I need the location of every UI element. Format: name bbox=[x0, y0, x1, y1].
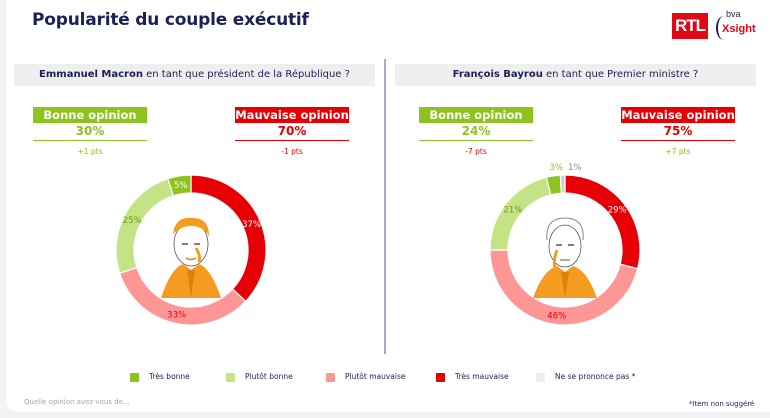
legend-label: Plutôt mauvaise bbox=[345, 372, 406, 381]
donut-label: 21% bbox=[503, 206, 522, 216]
legend-swatch bbox=[130, 372, 139, 382]
legend-item-ne-se-prononce-pas: Ne se prononce pas * bbox=[536, 372, 635, 382]
macron-portrait-icon bbox=[161, 217, 221, 298]
question-text: en tant que président de la République ? bbox=[142, 69, 350, 80]
donut-label: 46% bbox=[547, 311, 566, 321]
legend-item-plutot-bonne: Plutôt bonne bbox=[226, 372, 293, 382]
question-text: en tant que Premier ministre ? bbox=[542, 69, 699, 80]
person-name: Emmanuel Macron bbox=[39, 69, 143, 80]
bonne-opinion-label: Bonne opinion bbox=[33, 107, 147, 123]
page-title: Popularité du couple exécutif bbox=[32, 10, 309, 30]
donut-label: 37% bbox=[242, 220, 261, 230]
underline bbox=[33, 140, 147, 141]
mauvaise-opinion-bayrou: Mauvaise opinion 75% +7 pts bbox=[621, 107, 735, 156]
mauvaise-opinion-macron: Mauvaise opinion 70% -1 pts bbox=[235, 107, 349, 156]
legend-label: Ne se prononce pas * bbox=[555, 372, 636, 381]
donut-segment-tres-bonne bbox=[167, 174, 192, 197]
donut-label: 1% bbox=[568, 163, 582, 173]
legend-item-plutot-mauvaise: Plutôt mauvaise bbox=[326, 372, 406, 382]
bva-logo-text: bva bbox=[726, 9, 741, 19]
legend-label: Très bonne bbox=[149, 372, 190, 381]
bva-xsight-logo: bva Xsight bbox=[716, 8, 768, 42]
donut-label: 5% bbox=[174, 181, 188, 191]
legend-swatch bbox=[226, 372, 235, 382]
bonne-opinion-bayrou: Bonne opinion 24% -7 pts bbox=[419, 107, 533, 156]
bva-arc-icon bbox=[716, 16, 732, 40]
underline bbox=[621, 140, 735, 141]
mauvaise-opinion-label: Mauvaise opinion bbox=[235, 107, 349, 123]
mauvaise-opinion-delta: -1 pts bbox=[281, 147, 303, 156]
rtl-logo: RTL bbox=[672, 13, 708, 39]
xsight-logo-text: Xsight bbox=[722, 23, 756, 35]
panel-divider bbox=[384, 59, 386, 354]
legend-item-tres-bonne: Très bonne bbox=[130, 372, 190, 382]
question-footnote: Quelle opinion avez-vous de... bbox=[24, 398, 130, 406]
mauvaise-opinion-value: 70% bbox=[277, 124, 307, 138]
bayrou-portrait-icon bbox=[533, 217, 597, 298]
legend-swatch bbox=[326, 372, 335, 382]
bonne-opinion-macron: Bonne opinion 30% +1 pts bbox=[33, 107, 147, 156]
bonne-opinion-delta: -7 pts bbox=[465, 147, 487, 156]
legend-swatch bbox=[436, 372, 445, 382]
question-macron: Emmanuel Macron en tant que président de… bbox=[14, 64, 375, 86]
underline bbox=[419, 140, 533, 141]
donut-label: 29% bbox=[608, 206, 627, 216]
mauvaise-opinion-delta: +7 pts bbox=[665, 147, 691, 156]
donut-label: 3% bbox=[550, 163, 564, 173]
bonne-opinion-value: 30% bbox=[75, 124, 105, 138]
legend-label: Plutôt bonne bbox=[245, 372, 293, 381]
donut-chart-bayrou: 29% 46% 21% 3% 1% bbox=[489, 163, 641, 326]
bonne-opinion-label: Bonne opinion bbox=[419, 107, 533, 123]
donut-chart-macron: 37% 33% 25% 5% bbox=[115, 174, 267, 326]
legend-item-tres-mauvaise: Très mauvaise bbox=[436, 372, 509, 382]
legend-swatch bbox=[536, 372, 545, 382]
mauvaise-opinion-label: Mauvaise opinion bbox=[621, 107, 735, 123]
bonne-opinion-value: 24% bbox=[461, 124, 491, 138]
mauvaise-opinion-value: 75% bbox=[663, 124, 693, 138]
question-bayrou: François Bayrou en tant que Premier mini… bbox=[395, 64, 756, 86]
person-name: François Bayrou bbox=[452, 69, 543, 80]
donut-segment-ne-se-prononce-pas bbox=[559, 174, 566, 194]
donut-label: 25% bbox=[123, 216, 142, 226]
legend-label: Très mauvaise bbox=[455, 372, 509, 381]
item-note: *Item non suggéré bbox=[689, 400, 755, 408]
bonne-opinion-delta: +1 pts bbox=[77, 147, 103, 156]
donut-label: 33% bbox=[167, 310, 186, 320]
underline bbox=[235, 140, 349, 141]
